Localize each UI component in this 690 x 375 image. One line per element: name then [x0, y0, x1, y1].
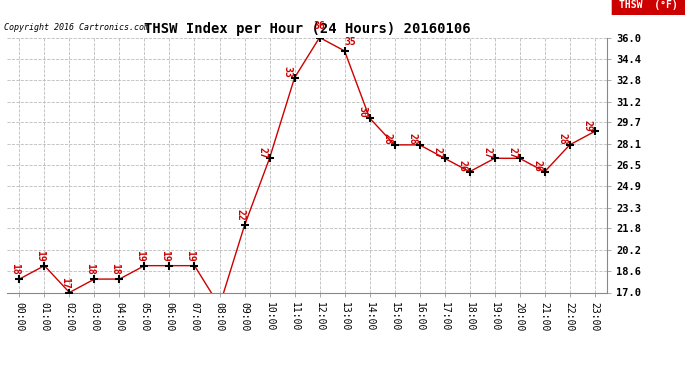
Text: 22: 22: [235, 210, 246, 221]
Text: 30: 30: [357, 106, 368, 118]
Text: 28: 28: [408, 133, 417, 145]
Text: THSW  (°F): THSW (°F): [618, 0, 678, 10]
Text: 18: 18: [10, 263, 20, 275]
Text: 26: 26: [533, 160, 543, 172]
Text: 33: 33: [283, 66, 293, 78]
Text: 19: 19: [186, 250, 195, 261]
Title: THSW Index per Hour (24 Hours) 20160106: THSW Index per Hour (24 Hours) 20160106: [144, 22, 471, 36]
Text: 16: 16: [0, 374, 1, 375]
Text: 17: 17: [60, 277, 70, 288]
Text: 27: 27: [257, 147, 268, 158]
Text: 26: 26: [457, 160, 468, 172]
Text: 28: 28: [383, 133, 393, 145]
Text: 28: 28: [558, 133, 568, 145]
Text: 18: 18: [110, 263, 120, 275]
Text: 29: 29: [583, 120, 593, 132]
Text: 18: 18: [86, 263, 95, 275]
Text: 19: 19: [135, 250, 146, 261]
Text: 27: 27: [508, 147, 518, 158]
Text: 19: 19: [35, 250, 46, 261]
Text: Copyright 2016 Cartronics.com: Copyright 2016 Cartronics.com: [4, 23, 149, 32]
Text: 27: 27: [483, 147, 493, 158]
Text: 19: 19: [160, 250, 170, 261]
Text: 36: 36: [314, 21, 326, 30]
Text: 27: 27: [433, 147, 443, 158]
Text: 35: 35: [344, 37, 356, 47]
